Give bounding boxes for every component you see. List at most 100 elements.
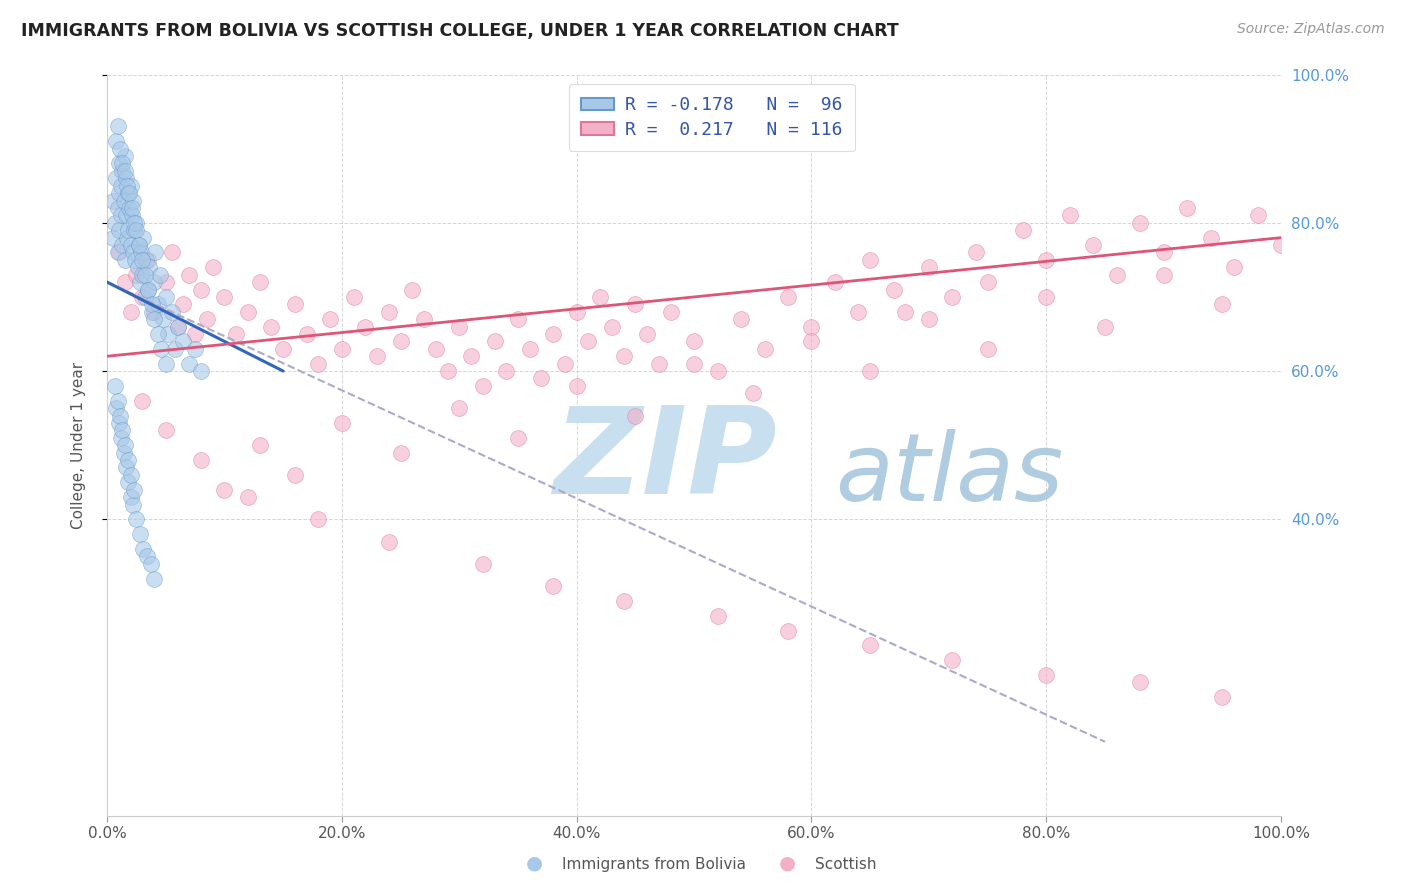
Point xyxy=(121,208,143,222)
Point xyxy=(730,312,752,326)
Point xyxy=(941,290,963,304)
Point xyxy=(141,297,163,311)
Point xyxy=(519,342,541,356)
Point xyxy=(114,149,136,163)
Point xyxy=(152,312,174,326)
Point xyxy=(284,297,307,311)
Text: ●: ● xyxy=(779,854,796,872)
Text: atlas: atlas xyxy=(835,429,1063,520)
Point xyxy=(225,326,247,341)
Point xyxy=(128,238,150,252)
Point xyxy=(111,164,134,178)
Point xyxy=(136,283,159,297)
Point xyxy=(101,230,124,244)
Point xyxy=(1246,208,1268,222)
Point xyxy=(108,156,131,170)
Point xyxy=(741,386,763,401)
Point xyxy=(108,223,131,237)
Point xyxy=(636,326,658,341)
Point xyxy=(918,260,941,275)
Point xyxy=(143,572,166,586)
Text: ●: ● xyxy=(526,854,543,872)
Point xyxy=(166,319,188,334)
Point xyxy=(108,142,131,156)
Point xyxy=(976,275,998,289)
Point xyxy=(122,498,145,512)
Point xyxy=(471,557,494,571)
Point xyxy=(1011,223,1033,237)
Point xyxy=(125,223,148,237)
Point xyxy=(307,357,329,371)
Point xyxy=(104,216,127,230)
Point xyxy=(155,275,177,289)
Point xyxy=(330,416,353,430)
Point xyxy=(108,245,131,260)
Point xyxy=(131,252,153,267)
Text: Immigrants from Bolivia: Immigrants from Bolivia xyxy=(562,857,747,872)
Point xyxy=(754,342,776,356)
Point xyxy=(918,312,941,326)
Point xyxy=(307,512,329,526)
Point xyxy=(195,312,218,326)
Point xyxy=(115,230,138,244)
Point xyxy=(110,431,132,445)
Point xyxy=(236,305,259,319)
Text: Source: ZipAtlas.com: Source: ZipAtlas.com xyxy=(1237,22,1385,37)
Point xyxy=(108,409,131,423)
Point xyxy=(613,349,636,363)
Point xyxy=(1175,201,1198,215)
Point xyxy=(1035,290,1057,304)
Point xyxy=(108,186,131,201)
Point xyxy=(1153,268,1175,282)
Point xyxy=(236,490,259,504)
Point xyxy=(330,342,353,356)
Point xyxy=(883,283,905,297)
Point xyxy=(190,283,212,297)
Point xyxy=(565,379,588,393)
Point xyxy=(134,290,156,304)
Point xyxy=(859,252,882,267)
Point xyxy=(976,342,998,356)
Point xyxy=(776,624,799,638)
Point xyxy=(389,334,412,349)
Point xyxy=(1129,675,1152,690)
Point xyxy=(117,223,139,237)
Point xyxy=(122,194,145,208)
Point xyxy=(108,416,131,430)
Text: Scottish: Scottish xyxy=(815,857,877,872)
Point xyxy=(319,312,342,326)
Point xyxy=(131,393,153,408)
Point xyxy=(859,639,882,653)
Point xyxy=(155,290,177,304)
Point xyxy=(541,326,564,341)
Point xyxy=(129,527,152,541)
Point xyxy=(129,275,152,289)
Point xyxy=(143,275,166,289)
Point xyxy=(1153,245,1175,260)
Point xyxy=(941,653,963,667)
Point xyxy=(127,260,149,275)
Point xyxy=(1199,230,1222,244)
Point xyxy=(138,260,160,275)
Point xyxy=(800,319,823,334)
Point xyxy=(449,319,471,334)
Point xyxy=(600,319,623,334)
Point xyxy=(143,245,166,260)
Point xyxy=(378,305,401,319)
Point xyxy=(125,216,148,230)
Point xyxy=(1059,208,1081,222)
Point xyxy=(111,238,134,252)
Point xyxy=(165,342,187,356)
Point xyxy=(214,483,236,497)
Point xyxy=(1270,238,1292,252)
Point xyxy=(117,475,139,490)
Point xyxy=(141,305,163,319)
Point xyxy=(160,305,183,319)
Point xyxy=(683,357,706,371)
Point xyxy=(125,512,148,526)
Point xyxy=(125,268,148,282)
Point xyxy=(157,326,180,341)
Point xyxy=(506,431,529,445)
Point xyxy=(541,579,564,593)
Point xyxy=(112,194,135,208)
